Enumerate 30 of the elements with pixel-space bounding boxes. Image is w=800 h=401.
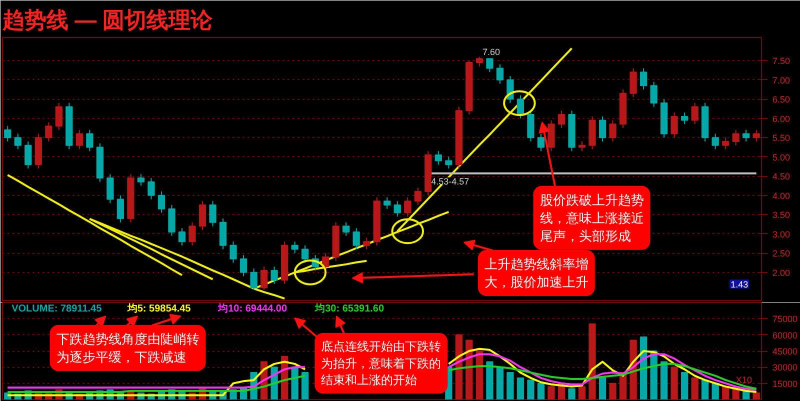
y-tick-label: 60000 bbox=[772, 330, 798, 340]
y-tick-label: 6.50 bbox=[772, 94, 790, 105]
y-tick-label: 4.00 bbox=[772, 190, 790, 201]
text: 均5: 59854.45 bbox=[126, 302, 192, 314]
y-tick-label: 2.50 bbox=[772, 248, 790, 259]
y-tick-label: 5.50 bbox=[772, 133, 790, 144]
text: 均30: 65391.60 bbox=[314, 302, 384, 314]
y-tick-label: 75000 bbox=[772, 314, 798, 324]
annotation: 上升趋势线斜率增大，股价加速上升 bbox=[484, 256, 588, 290]
annotation: 股价跌破上升趋势线，意味上涨接近尾声，头部形成 bbox=[540, 192, 644, 244]
y-tick-label: 5.00 bbox=[772, 152, 790, 162]
annotation: X10 bbox=[736, 374, 752, 385]
annotation: 底点连线开始由下跌转为抬升，意味着下跌的结束和上涨的开始 bbox=[321, 340, 442, 388]
y-tick-label: 3.00 bbox=[772, 229, 790, 240]
y-tick-label: 2.00 bbox=[772, 268, 790, 278]
y-tick-label: 4.50 bbox=[772, 172, 790, 182]
y-tick-label: 15000 bbox=[772, 378, 798, 389]
annotation: 7.60 bbox=[482, 46, 500, 57]
annotation: 1.43 bbox=[730, 280, 748, 290]
text: VOLUME: 78911.45 bbox=[12, 303, 102, 314]
y-tick-label: 7.50 bbox=[772, 56, 790, 66]
annotation: 4.53-4.57 bbox=[431, 176, 470, 186]
y-tick-label: 30000 bbox=[772, 362, 798, 373]
y-tick-label: 7.00 bbox=[772, 75, 790, 86]
chart-title: 趋势线 — 圆切线理论 bbox=[2, 8, 214, 32]
text: 均10: 69444.00 bbox=[217, 302, 288, 314]
y-tick-label: 3.50 bbox=[772, 210, 790, 220]
annotation: 下跌趋势线角度由陡峭转为逐步平缓，下跌减速 bbox=[56, 331, 200, 364]
y-tick-label: 45000 bbox=[772, 346, 798, 356]
y-tick-label: 6.00 bbox=[772, 114, 790, 124]
